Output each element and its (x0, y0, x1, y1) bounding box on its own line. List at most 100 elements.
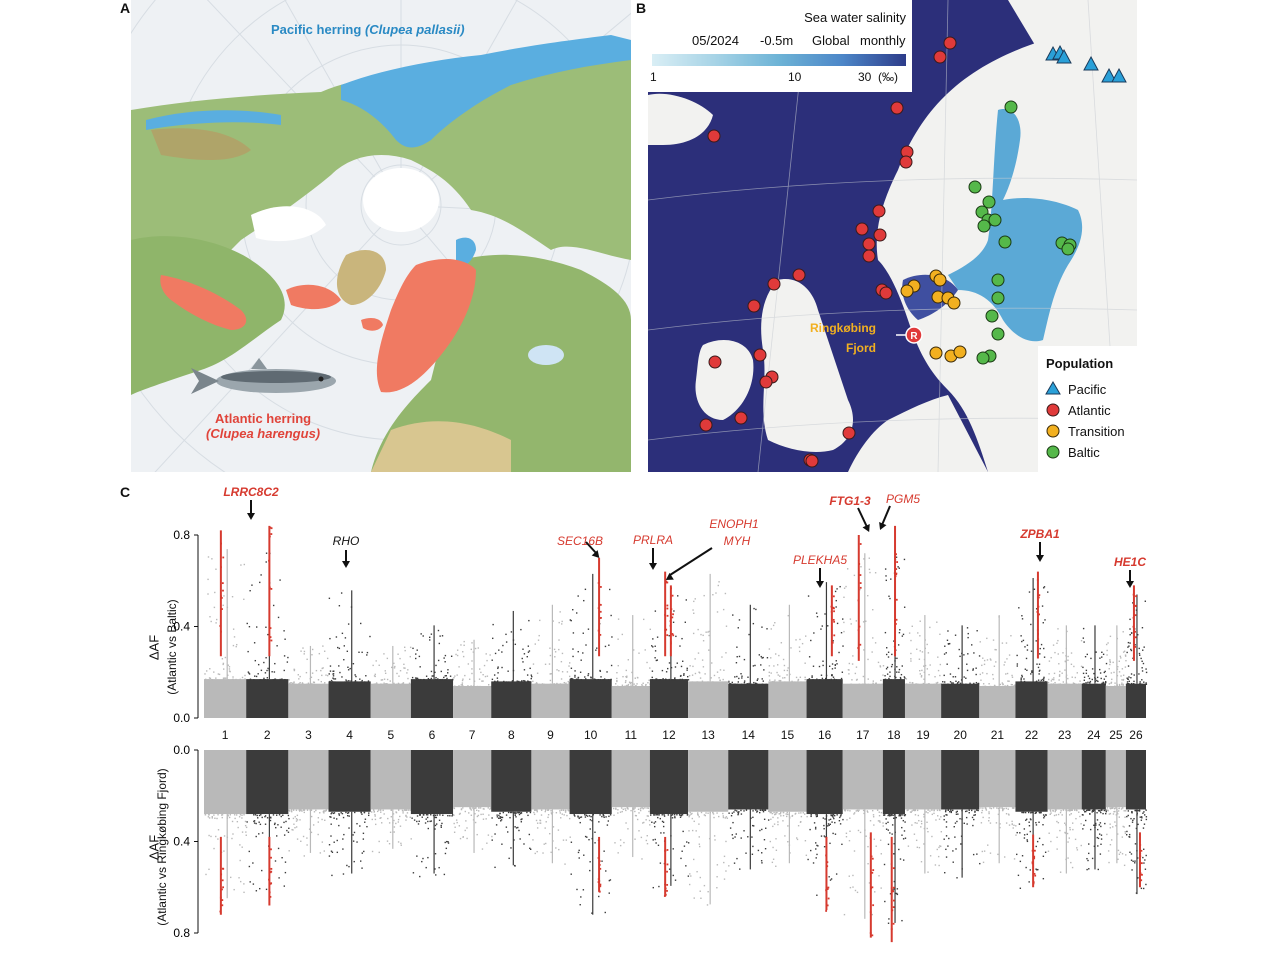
bottom-highlight-point (892, 906, 895, 909)
top-snp-point (1083, 682, 1085, 685)
bottom-snp-point (434, 853, 437, 855)
land-uk (761, 279, 853, 452)
top-snp-point (338, 605, 341, 607)
bottom-snp-point (363, 811, 366, 814)
pacific-sample (1083, 55, 1099, 71)
top-snp-point (584, 676, 586, 678)
arctic-ice (363, 168, 439, 232)
top-snp-point (843, 587, 846, 589)
top-snp-point (505, 633, 507, 636)
bottom-snp-point (422, 857, 424, 860)
bottom-snp-point (1050, 812, 1052, 814)
top-snp-point (928, 673, 930, 676)
bottom-snp-point (815, 842, 817, 844)
bottom-snp-point (1023, 834, 1026, 836)
top-snp-point (478, 685, 480, 688)
bottom-snp-point (656, 814, 659, 816)
panel-b-map: R Sea water salinity 05/2024 -0.5m Globa… (648, 0, 1137, 472)
bottom-snp-point (1095, 824, 1097, 826)
top-highlight-point (220, 542, 222, 545)
top-highlight-point (666, 607, 669, 610)
top-snp-point (1104, 683, 1106, 686)
bottom-snp-point (769, 811, 771, 814)
top-snp-point (697, 681, 699, 683)
bottom-snp-point (659, 817, 661, 820)
bottom-snp-point (762, 809, 764, 811)
bottom-snp-point (940, 831, 943, 833)
gene-arrow (585, 541, 597, 554)
top-snp-point (329, 681, 331, 683)
bottom-snp-point (303, 809, 306, 811)
bottom-snp-point (1055, 814, 1058, 816)
bottom-snp-point (1048, 832, 1050, 834)
bottom-snp-point (904, 837, 907, 839)
bottom-snp-point (997, 813, 1000, 816)
bottom-highlight-point (891, 909, 894, 912)
top-snp-point (1043, 656, 1046, 658)
bottom-snp-point (733, 811, 735, 813)
bottom-snp-point (435, 816, 438, 819)
land-continent (848, 395, 988, 472)
bottom-snp-point (1096, 828, 1099, 831)
top-snp-point (423, 678, 425, 681)
top-snp-point (689, 665, 691, 667)
bottom-snp-point (342, 816, 345, 819)
top-snp-point (435, 676, 437, 679)
chromosome-label: 12 (662, 728, 676, 742)
chromosome-label: 10 (584, 728, 598, 742)
bottom-snp-point (619, 839, 622, 841)
bottom-snp-point (539, 819, 541, 821)
top-snp-point (772, 624, 775, 627)
bottom-snp-point (771, 861, 774, 864)
top-snp-point (1021, 640, 1023, 643)
top-snp-point (617, 664, 619, 667)
bottom-snp-point (810, 849, 812, 852)
bottom-snp-point (927, 830, 929, 833)
top-snp-point (1122, 651, 1125, 653)
top-snp-point (843, 621, 845, 624)
bottom-snp-point (372, 809, 375, 811)
baltic-sample (991, 273, 1005, 287)
top-snp-point (995, 661, 997, 663)
bottom-snp-point (959, 818, 961, 820)
top-snp-point (495, 681, 497, 683)
bottom-snp-point (879, 821, 881, 823)
bottom-snp-point (1117, 858, 1119, 861)
bottom-snp-point (283, 834, 286, 836)
bottom-chr-block (728, 750, 769, 810)
bottom-snp-point (577, 851, 580, 854)
top-snp-point (949, 673, 952, 675)
bottom-snp-point (455, 819, 458, 821)
bottom-snp-point (1011, 820, 1013, 823)
bottom-snp-point (269, 816, 272, 819)
bottom-snp-point (1015, 825, 1017, 827)
top-snp-point (677, 595, 679, 597)
bottom-snp-point (518, 813, 521, 816)
top-snp-point (383, 653, 385, 655)
top-snp-point (283, 669, 285, 672)
bottom-snp-point (772, 846, 774, 849)
bottom-snp-point (830, 878, 833, 880)
bottom-snp-point (653, 822, 655, 824)
bottom-snp-point (338, 813, 340, 815)
top-snp-point (832, 640, 834, 642)
bottom-snp-point (1019, 860, 1022, 863)
bottom-snp-point (722, 816, 725, 819)
top-snp-point (375, 660, 377, 662)
bottom-snp-point (731, 812, 734, 814)
bottom-snp-point (956, 877, 958, 879)
bottom-snp-point (418, 820, 420, 823)
bottom-snp-point (608, 815, 610, 818)
bottom-snp-point (878, 875, 880, 877)
caspian-sea (528, 345, 564, 365)
bottom-snp-point (1095, 822, 1097, 825)
top-snp-point (830, 678, 833, 681)
bottom-snp-point (772, 825, 774, 828)
bottom-snp-point (608, 892, 610, 894)
bottom-snp-point (425, 814, 428, 816)
bottom-snp-point (1037, 868, 1039, 871)
bottom-snp-point (1042, 843, 1044, 846)
bottom-snp-point (885, 822, 887, 825)
top-snp-point (651, 676, 653, 679)
top-highlight-point (1134, 614, 1137, 617)
